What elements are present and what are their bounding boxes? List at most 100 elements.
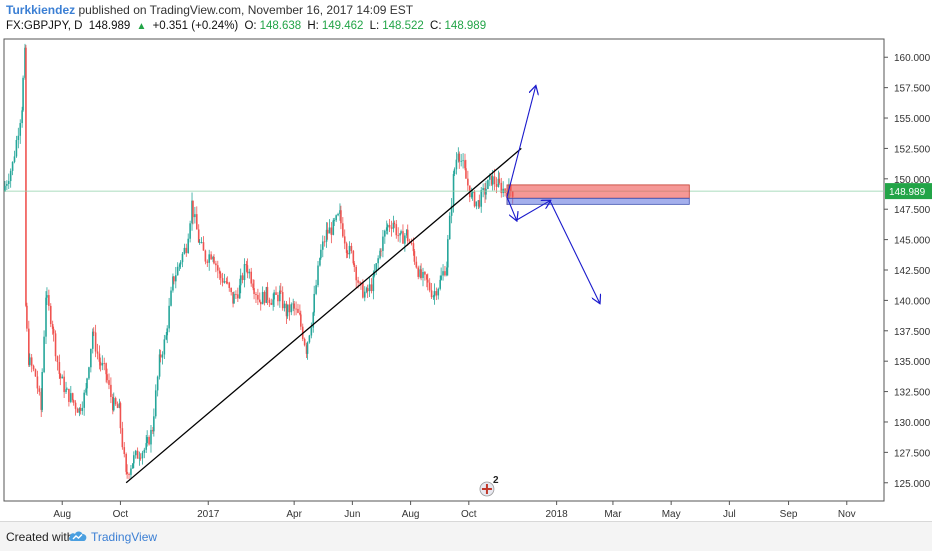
y-tick-label: 157.500 — [894, 84, 931, 95]
candle-body — [365, 288, 368, 292]
candle-body — [382, 236, 384, 251]
candle-body — [90, 348, 92, 368]
candle-body — [272, 299, 274, 305]
candle-body — [417, 267, 420, 277]
candle-body — [133, 455, 135, 464]
candle-body — [330, 227, 333, 235]
candle-body — [208, 254, 211, 263]
candle-body — [34, 369, 37, 377]
candle-body — [375, 263, 378, 272]
candle-body — [460, 160, 462, 162]
candle-body — [218, 270, 221, 274]
candle-body — [91, 331, 94, 349]
candle-body — [28, 357, 31, 365]
candle-body — [439, 279, 441, 289]
candle-body — [226, 282, 229, 284]
candle-body — [390, 227, 393, 229]
candle-body — [223, 281, 226, 283]
candle-body — [232, 292, 234, 304]
candle-body — [295, 308, 297, 310]
candle-body — [285, 303, 288, 317]
y-tick-label: 127.500 — [894, 448, 931, 459]
candle-body — [165, 335, 168, 340]
candle-body — [66, 388, 68, 390]
low-value: 148.522 — [382, 20, 424, 32]
y-tick-label: 140.000 — [894, 296, 931, 307]
candle-body — [404, 235, 406, 244]
candle-body — [175, 275, 177, 282]
candle-body — [399, 233, 401, 236]
candle-body — [11, 161, 14, 171]
candle-body — [13, 156, 16, 162]
candle-body — [119, 403, 122, 429]
candle-body — [79, 408, 82, 411]
candle-body — [495, 184, 498, 187]
candle-body — [185, 247, 188, 253]
candle-body — [106, 374, 108, 381]
candle-body — [70, 393, 72, 402]
y-tick-label: 150.000 — [894, 175, 931, 186]
candle-body — [191, 200, 193, 224]
candle-body — [176, 266, 179, 276]
candle-body — [372, 275, 375, 292]
candle-body — [72, 400, 75, 403]
candle-body — [49, 305, 52, 325]
candle-body — [88, 367, 90, 379]
candle-body — [491, 176, 494, 185]
candle-body — [348, 245, 351, 255]
candle-body — [480, 190, 483, 207]
candle-body — [477, 200, 480, 202]
candle-body — [317, 265, 319, 286]
candle-body — [464, 160, 466, 169]
candle-body — [128, 473, 130, 475]
candle-body — [98, 353, 101, 362]
candle-body — [310, 327, 313, 336]
candle-body — [467, 178, 469, 186]
candle-body — [114, 398, 117, 405]
candle-body — [299, 312, 301, 315]
candle-body — [305, 345, 308, 354]
candle-body — [206, 261, 209, 263]
candle-body — [493, 176, 496, 185]
x-tick-label: Nov — [838, 509, 856, 520]
candle-body — [326, 229, 329, 234]
candle-body — [419, 269, 421, 277]
price-chart[interactable]: 160.000 157.500 155.000 152.500 150.000 147.5… — [0, 38, 932, 520]
candle-body — [498, 178, 501, 183]
candle-body — [373, 271, 376, 276]
candle-body — [48, 295, 50, 306]
candle-body — [123, 447, 126, 455]
candle-body — [179, 262, 182, 265]
candle-body — [239, 275, 242, 286]
candle-body — [4, 185, 6, 191]
author-link[interactable]: Turkkiendez — [6, 3, 76, 17]
tradingview-brand[interactable]: TradingView — [91, 530, 158, 544]
candle-body — [353, 263, 356, 267]
candle-body — [212, 256, 214, 260]
candle-body — [225, 281, 228, 283]
candle-body — [380, 250, 382, 252]
x-tick-label: Aug — [402, 509, 420, 520]
candle-body — [446, 267, 448, 276]
resistance-zone — [506, 184, 690, 199]
candle-body — [108, 380, 110, 385]
candle-body — [268, 299, 271, 303]
symbol-label[interactable]: FX:GBPJPY, D — [6, 20, 83, 32]
candle-body — [385, 227, 388, 231]
candle-body — [345, 243, 348, 253]
candle-body — [148, 437, 150, 445]
x-tick-label: Apr — [286, 509, 302, 520]
candle-body — [81, 407, 84, 411]
candle-body — [424, 271, 426, 275]
x-tick-label: Jul — [723, 509, 736, 520]
candle-body — [288, 304, 291, 313]
candle-body — [377, 258, 379, 264]
candle-body — [216, 265, 219, 271]
candle-body — [21, 110, 23, 124]
candle-body — [422, 271, 424, 278]
candle-body — [65, 389, 67, 393]
candle-body — [253, 288, 255, 294]
candle-body — [263, 291, 266, 303]
candle-body — [248, 271, 251, 274]
candle-body — [366, 288, 369, 292]
